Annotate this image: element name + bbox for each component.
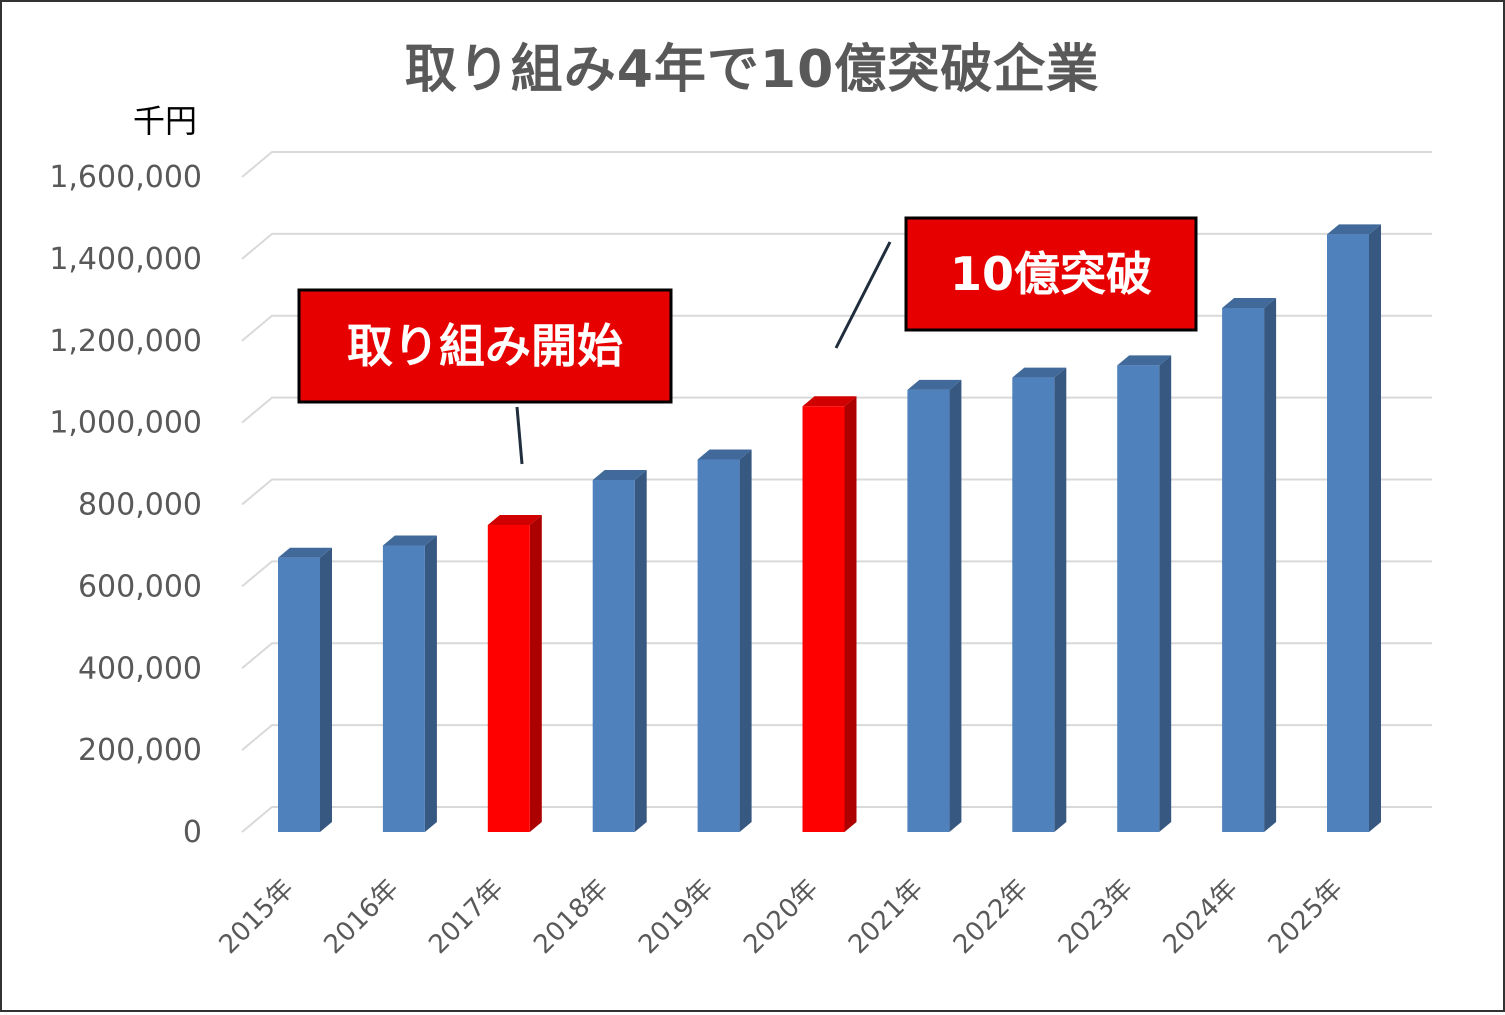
bar bbox=[1327, 224, 1381, 832]
bar-top bbox=[697, 449, 752, 460]
bar bbox=[697, 449, 752, 832]
bar-side bbox=[949, 379, 962, 832]
x-tick-label: 2019年 bbox=[633, 874, 719, 960]
bar-side bbox=[424, 535, 437, 832]
bar-top bbox=[802, 396, 857, 407]
x-tick-label: 2024年 bbox=[1158, 874, 1244, 960]
y-tick-label: 600,000 bbox=[78, 569, 202, 604]
bar bbox=[802, 396, 857, 832]
callout-text: 取り組み開始 bbox=[347, 319, 623, 373]
x-axis: 2015年 2016年 2017年 2018年 2019年 2020年 2021年 2022年… bbox=[214, 874, 1349, 960]
annotation-callout: 10億突破 bbox=[834, 216, 1198, 349]
x-tick-label: 2023年 bbox=[1053, 874, 1139, 960]
chart-title: 取り組み4年で10億突破企業 bbox=[405, 40, 1100, 100]
y-tick-label: 1,000,000 bbox=[49, 406, 202, 441]
gridline bbox=[241, 232, 1432, 260]
bar-front bbox=[1222, 308, 1265, 832]
bar-side bbox=[320, 547, 332, 832]
bar-front bbox=[1012, 377, 1055, 832]
y-axis: 0 200,000 400,000 600,000 800,000 1,000,000 1,… bbox=[49, 160, 202, 850]
x-tick-label: 2022年 bbox=[948, 874, 1034, 960]
bar-front bbox=[592, 479, 635, 832]
bar-front bbox=[1327, 234, 1369, 832]
bar-side bbox=[1264, 298, 1277, 832]
bar-side bbox=[634, 469, 647, 832]
bars bbox=[278, 224, 1381, 832]
bar-front bbox=[697, 459, 740, 832]
bar-top bbox=[592, 469, 647, 480]
callout-box bbox=[904, 216, 1198, 332]
y-tick-label: 800,000 bbox=[78, 488, 202, 523]
annotation-callout: 取り組み開始 bbox=[297, 288, 673, 465]
y-tick-label: 200,000 bbox=[78, 733, 202, 768]
y-tick-label: 400,000 bbox=[78, 651, 202, 686]
bar-side bbox=[1054, 367, 1067, 832]
bar-top bbox=[1012, 367, 1067, 378]
bar-side bbox=[1159, 355, 1172, 832]
bar-top bbox=[1117, 355, 1172, 366]
bar-top bbox=[278, 547, 332, 558]
bar bbox=[487, 514, 542, 832]
x-tick-label: 2020年 bbox=[738, 874, 824, 960]
x-tick-label: 2018年 bbox=[528, 874, 614, 960]
x-tick-label: 2021年 bbox=[843, 874, 929, 960]
y-tick-label: 1,400,000 bbox=[49, 242, 202, 277]
x-tick-label: 2015年 bbox=[214, 874, 300, 960]
annotations: 取り組み開始 10億突破 bbox=[297, 216, 1198, 465]
gridlines bbox=[241, 151, 1432, 833]
unit-label: 千円 bbox=[133, 102, 197, 140]
bar bbox=[382, 535, 437, 832]
x-tick-label: 2016年 bbox=[318, 874, 404, 960]
bar-side bbox=[1369, 224, 1381, 832]
bar-front bbox=[487, 524, 530, 832]
bar-front bbox=[278, 557, 320, 832]
x-tick-label: 2017年 bbox=[423, 874, 509, 960]
bar bbox=[1117, 355, 1172, 832]
bar-front bbox=[802, 406, 845, 832]
callout-box bbox=[297, 288, 673, 404]
bar-side bbox=[844, 396, 857, 832]
bar-side bbox=[739, 449, 752, 832]
bar-front bbox=[382, 545, 425, 832]
y-tick-label: 0 bbox=[183, 815, 202, 850]
bar-front bbox=[1117, 365, 1160, 832]
bar-top bbox=[907, 379, 962, 390]
bar-front bbox=[907, 389, 950, 832]
y-tick-label: 1,600,000 bbox=[49, 160, 202, 195]
bar bbox=[1222, 298, 1277, 832]
bar bbox=[592, 469, 647, 832]
bar-top bbox=[1222, 298, 1277, 308]
callout-leader-line bbox=[515, 406, 524, 465]
bar-side bbox=[529, 514, 542, 832]
callout-leader-line bbox=[834, 241, 892, 349]
bar bbox=[907, 379, 962, 832]
bar bbox=[1012, 367, 1067, 832]
y-tick-label: 1,200,000 bbox=[49, 324, 202, 359]
gridline bbox=[241, 151, 1432, 178]
bar bbox=[278, 547, 332, 832]
callout-text: 10億突破 bbox=[950, 247, 1152, 301]
bar-top bbox=[487, 514, 542, 525]
bar-top bbox=[382, 535, 437, 546]
x-tick-label: 2025年 bbox=[1263, 874, 1349, 960]
bar-top bbox=[1327, 224, 1381, 235]
